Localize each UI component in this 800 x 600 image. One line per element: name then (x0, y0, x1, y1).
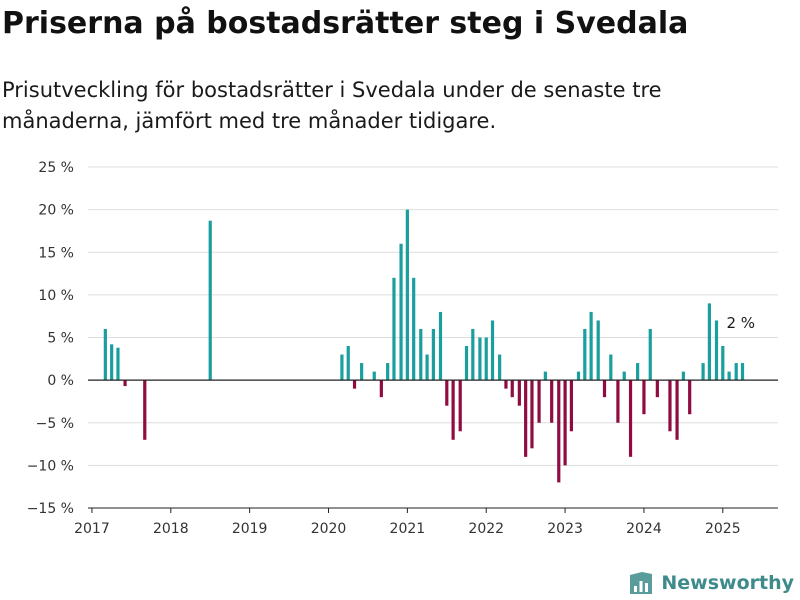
chart-bar (602, 380, 607, 398)
chart-bar (609, 354, 613, 381)
chart-bar (346, 346, 350, 381)
chart-bar (642, 380, 646, 415)
chart-bar (110, 344, 114, 381)
chart-bar (543, 371, 547, 381)
chart-bar (399, 243, 403, 381)
chart-bar (734, 363, 738, 381)
chart-bar (352, 380, 357, 389)
brand-name: Newsworthy (661, 572, 794, 594)
chart-bar (569, 380, 573, 432)
x-tick-label: 2017 (74, 521, 110, 537)
chart-bar (701, 363, 705, 381)
chart-bar (458, 380, 462, 432)
chart-bar (116, 347, 120, 381)
chart-bar (530, 380, 534, 449)
x-tick-label: 2023 (547, 521, 583, 537)
chart-bar (740, 363, 745, 381)
chart-bar (688, 380, 692, 415)
chart-bar (721, 346, 725, 381)
y-tick-label: 25 % (38, 160, 74, 176)
y-tick-label: −15 % (27, 501, 74, 517)
chart-bar (379, 380, 383, 398)
chart-bar (628, 380, 633, 457)
x-tick-label: 2019 (232, 521, 268, 537)
chart-bar (563, 380, 567, 466)
y-tick-label: −10 % (27, 458, 74, 474)
chart-bar (510, 380, 514, 398)
chart-bar (537, 380, 541, 423)
chart-bar (431, 328, 435, 381)
chart-title: Priserna på bostadsrätter steg i Svedala (2, 6, 689, 41)
x-tick-label: 2020 (311, 521, 347, 537)
chart-bar (484, 337, 488, 381)
chart-bar (557, 380, 561, 483)
chart-bar (681, 371, 685, 381)
chart-bar (471, 328, 475, 381)
chart-bar (143, 380, 147, 440)
chart-bar (392, 277, 396, 381)
chart-bar (123, 380, 127, 387)
chart-bar (727, 371, 731, 381)
chart-bar (360, 363, 364, 381)
y-tick-label: 20 % (38, 203, 74, 219)
x-tick-label: 2018 (153, 521, 189, 537)
chart-bar (412, 277, 416, 381)
chart-bar (451, 380, 455, 440)
chart-bar (386, 363, 390, 381)
chart-bar (648, 328, 652, 381)
chart-bar (655, 380, 659, 398)
y-tick-label: 10 % (38, 288, 74, 304)
chart-bar (636, 363, 640, 381)
chart-bar (596, 320, 600, 381)
chart-bar (622, 371, 626, 381)
chart-bar (419, 328, 423, 381)
chart-subtitle: Prisutveckling för bostadsrätter i Sveda… (2, 78, 662, 133)
chart-bar (668, 380, 672, 432)
chart-bar (707, 303, 711, 381)
chart-bar (372, 371, 376, 381)
chart-bar (103, 328, 107, 381)
chart-bar (524, 380, 528, 457)
chart-bar (616, 380, 620, 423)
x-tick-label: 2022 (468, 521, 504, 537)
last-value-annotation: 2 % (727, 314, 756, 332)
x-tick-label: 2024 (626, 521, 662, 537)
chart-bar (504, 380, 508, 389)
chart-bar (438, 311, 443, 381)
brand-footer: Newsworthy (628, 570, 794, 596)
x-tick-label: 2021 (390, 521, 426, 537)
chart-bar (405, 209, 409, 381)
chart-bar (445, 380, 449, 406)
x-tick-label: 2025 (705, 521, 741, 537)
y-tick-label: −5 % (36, 416, 74, 432)
y-tick-label: 0 % (47, 373, 74, 389)
chart-bar (583, 328, 587, 381)
chart-bar (517, 380, 521, 406)
bar-chart-logo-icon (630, 572, 653, 594)
chart-bar (498, 354, 502, 381)
chart-bar (425, 354, 429, 381)
chart-bar (589, 311, 593, 381)
chart-bar (490, 320, 495, 381)
chart-bar (208, 220, 212, 381)
chart-bar (576, 371, 581, 381)
chart-bar (714, 320, 719, 381)
chart-bar (478, 337, 482, 381)
y-tick-label: 15 % (38, 245, 74, 261)
chart-bar (675, 380, 679, 440)
chart-bar (464, 346, 469, 381)
chart-bar (550, 380, 554, 423)
chart-bar (340, 354, 344, 381)
y-tick-label: 5 % (47, 331, 74, 347)
